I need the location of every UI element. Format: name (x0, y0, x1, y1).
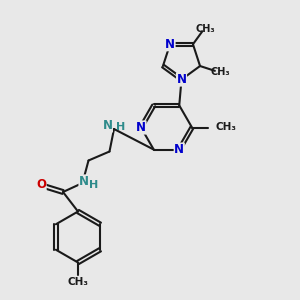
Text: N: N (136, 121, 146, 134)
Text: CH₃: CH₃ (196, 24, 215, 34)
Text: H: H (116, 122, 125, 132)
Text: N: N (174, 143, 184, 156)
Text: CH₃: CH₃ (211, 67, 230, 77)
Text: N: N (79, 175, 89, 188)
Text: CH₃: CH₃ (216, 122, 237, 133)
Text: N: N (176, 73, 187, 86)
Text: CH₃: CH₃ (68, 277, 88, 286)
Text: N: N (165, 38, 175, 51)
Text: H: H (89, 179, 98, 190)
Text: N: N (102, 119, 112, 132)
Text: O: O (36, 178, 46, 191)
